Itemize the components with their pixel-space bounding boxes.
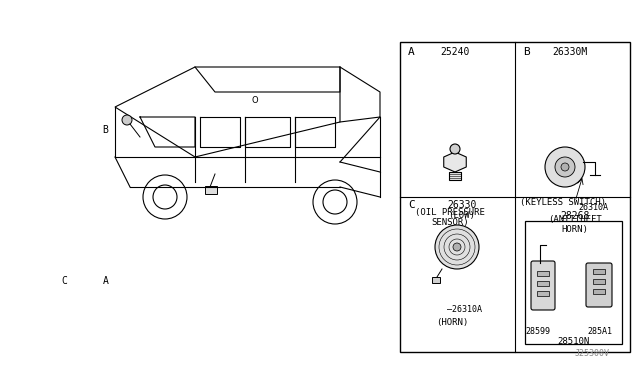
Circle shape <box>561 163 569 171</box>
Bar <box>449 172 461 180</box>
Text: 26330: 26330 <box>447 200 477 210</box>
FancyBboxPatch shape <box>586 263 612 307</box>
Text: 25240: 25240 <box>440 47 470 57</box>
Text: O: O <box>252 96 259 105</box>
Text: HORN): HORN) <box>561 224 588 234</box>
Text: (OIL PRESSURE: (OIL PRESSURE <box>415 208 485 217</box>
Bar <box>400 42 630 352</box>
Bar <box>537 291 549 296</box>
Bar <box>537 271 549 276</box>
Polygon shape <box>444 152 467 172</box>
Circle shape <box>435 225 479 269</box>
Circle shape <box>545 147 585 187</box>
Text: —26310A: —26310A <box>447 305 482 314</box>
Text: 26330M: 26330M <box>552 47 588 57</box>
Bar <box>205 186 217 194</box>
Text: J25300V: J25300V <box>575 350 610 359</box>
Text: (ANTITHEFT: (ANTITHEFT <box>548 215 602 224</box>
Text: A: A <box>102 276 109 286</box>
Bar <box>593 279 605 284</box>
Text: C: C <box>408 200 415 210</box>
FancyBboxPatch shape <box>531 261 555 310</box>
Text: (KEYLESS SWITCH): (KEYLESS SWITCH) <box>520 198 606 206</box>
Text: (HORN): (HORN) <box>436 317 468 327</box>
Circle shape <box>453 243 461 251</box>
Text: (LOW): (LOW) <box>449 211 476 219</box>
Text: A: A <box>408 47 415 57</box>
Text: C: C <box>61 276 67 286</box>
Circle shape <box>555 157 575 177</box>
Text: 28268: 28268 <box>560 211 589 221</box>
Bar <box>593 269 605 274</box>
Text: SENSOR): SENSOR) <box>431 218 469 227</box>
Bar <box>525 221 622 344</box>
Text: 28510N: 28510N <box>557 337 589 346</box>
Text: 285A1: 285A1 <box>588 327 612 337</box>
Text: B: B <box>523 47 530 57</box>
Text: B: B <box>102 125 108 135</box>
Circle shape <box>122 115 132 125</box>
Text: 26310A: 26310A <box>578 202 608 212</box>
Bar <box>432 277 440 283</box>
Bar <box>537 281 549 286</box>
Text: 28599: 28599 <box>525 327 550 337</box>
Circle shape <box>450 144 460 154</box>
Bar <box>593 289 605 294</box>
